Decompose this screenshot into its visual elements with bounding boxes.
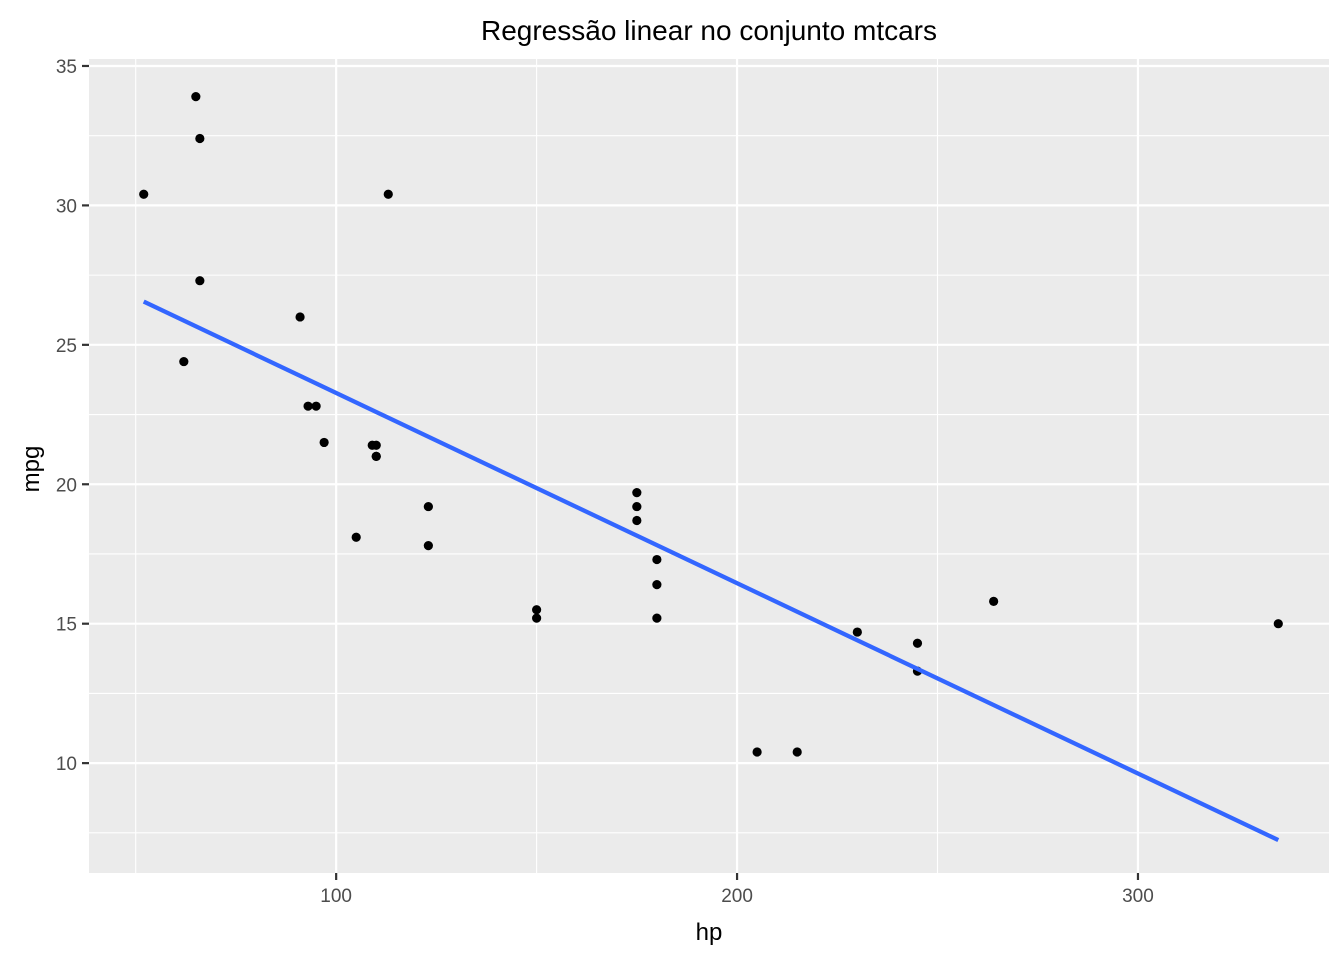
data-point	[532, 613, 542, 623]
data-point	[652, 580, 662, 590]
x-tick-labels: 100 200 300	[320, 886, 1154, 907]
data-point	[383, 189, 393, 199]
data-point	[179, 356, 189, 367]
data-point	[303, 401, 313, 411]
data-point	[652, 613, 662, 623]
data-points	[139, 92, 1283, 757]
data-point	[139, 189, 149, 199]
data-point	[371, 451, 381, 461]
data-point	[191, 92, 201, 102]
data-point	[852, 627, 862, 637]
y-tick-label: 30	[56, 196, 77, 217]
data-point	[351, 532, 361, 542]
y-tick-label: 20	[56, 475, 77, 496]
chart-title: Regressão linear no conjunto mtcars	[481, 15, 937, 46]
y-tick-labels: 10 15 20 25 30 35	[56, 57, 77, 775]
data-point	[423, 501, 433, 512]
data-point	[1273, 619, 1283, 629]
grid-major	[89, 59, 1329, 873]
data-point	[423, 541, 433, 551]
y-tick-label: 15	[56, 615, 77, 636]
data-point	[532, 605, 542, 615]
regression-line	[142, 299, 1280, 843]
data-point	[989, 596, 999, 606]
plot-panel	[89, 59, 1329, 873]
data-point	[311, 401, 321, 411]
data-point	[632, 488, 642, 498]
axis-ticks	[82, 64, 1140, 880]
data-point	[195, 276, 205, 286]
x-axis-title: hp	[696, 919, 723, 946]
y-tick-label: 25	[56, 336, 77, 357]
data-point	[912, 638, 923, 648]
data-point	[632, 515, 642, 526]
data-point	[319, 437, 329, 448]
data-point	[632, 501, 642, 512]
x-tick-label: 100	[320, 886, 352, 907]
y-axis-title: mpg	[18, 446, 45, 493]
data-point	[195, 133, 205, 144]
regression-line-group	[142, 299, 1280, 843]
y-tick-label: 35	[56, 57, 77, 78]
data-point	[652, 554, 662, 565]
grid-minor	[89, 59, 1329, 873]
data-point	[792, 747, 802, 757]
data-point	[295, 312, 305, 322]
x-tick-label: 200	[721, 886, 753, 907]
x-tick-label: 300	[1122, 886, 1154, 907]
data-point	[367, 440, 377, 450]
y-tick-label: 10	[56, 754, 77, 775]
data-point	[752, 747, 762, 757]
